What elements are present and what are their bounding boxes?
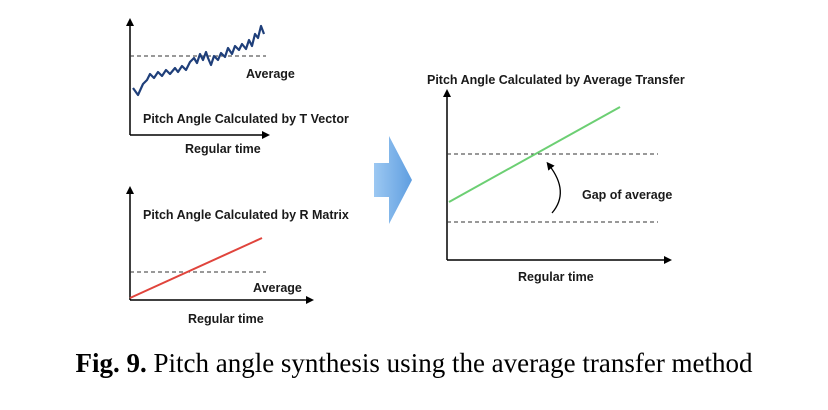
average-transfer-series-line [448,106,621,203]
r-matrix-panel: Pitch Angle Calculated by R Matrix Avera… [126,186,349,326]
t-vector-xlabel: Regular time [185,142,261,156]
r-matrix-average-label: Average [253,281,302,295]
figure-caption: Fig. 9. Pitch angle synthesis using the … [0,348,828,379]
figure-caption-text: Pitch angle synthesis using the average … [153,348,753,378]
t-vector-title: Pitch Angle Calculated by T Vector [143,112,349,126]
r-matrix-title: Pitch Angle Calculated by R Matrix [143,208,349,222]
average-transfer-panel: Pitch Angle Calculated by Average Transf… [427,73,685,284]
t-vector-average-label: Average [246,67,295,81]
average-transfer-xlabel: Regular time [518,270,594,284]
r-matrix-xlabel: Regular time [188,312,264,326]
transfer-arrow-icon [374,136,412,224]
r-matrix-series-line [129,237,263,299]
gap-arrow-icon [546,161,561,214]
average-transfer-title: Pitch Angle Calculated by Average Transf… [427,73,685,87]
gap-of-average-label: Gap of average [582,188,672,202]
t-vector-panel: Average Pitch Angle Calculated by T Vect… [126,18,349,156]
t-vector-series-line [132,24,266,97]
figure-number: Fig. 9. [75,348,147,378]
